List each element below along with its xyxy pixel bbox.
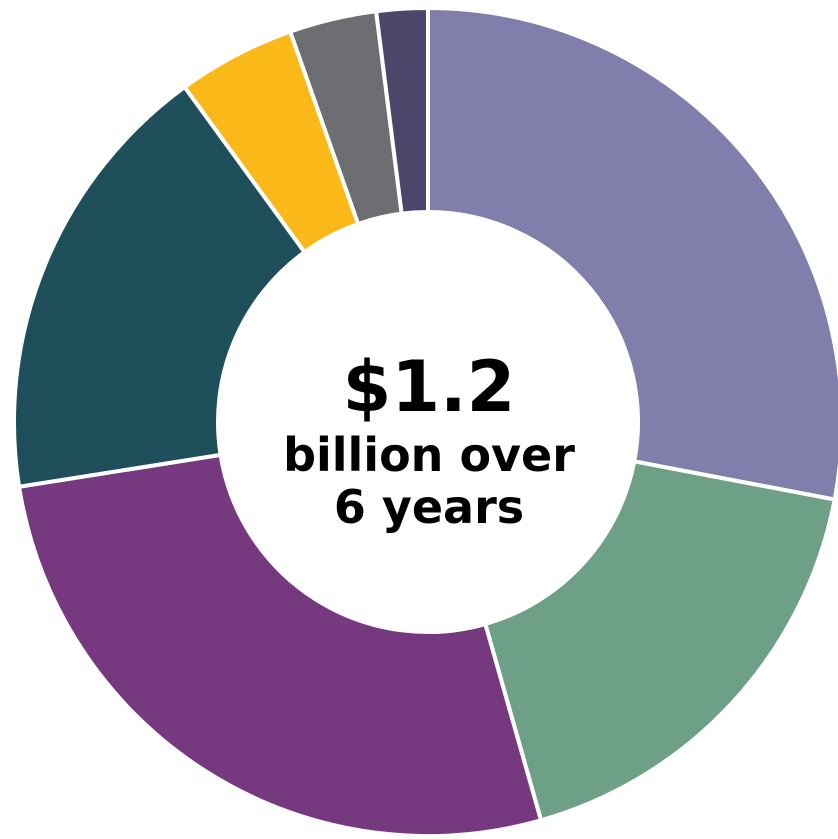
donut-slices	[12, 5, 838, 838]
total-amount: $1.2	[342, 346, 516, 428]
total-description-line-1: billion over	[283, 428, 575, 482]
donut-center-label: $1.2 billion over 6 years	[219, 345, 639, 533]
donut-slice-7	[373, 5, 430, 216]
donut-slice-3	[16, 452, 544, 838]
donut-slice-4	[12, 84, 308, 490]
donut-slice-1	[426, 5, 838, 502]
donut-slice-2	[482, 459, 838, 823]
total-description-line-2: 6 years	[333, 480, 525, 534]
